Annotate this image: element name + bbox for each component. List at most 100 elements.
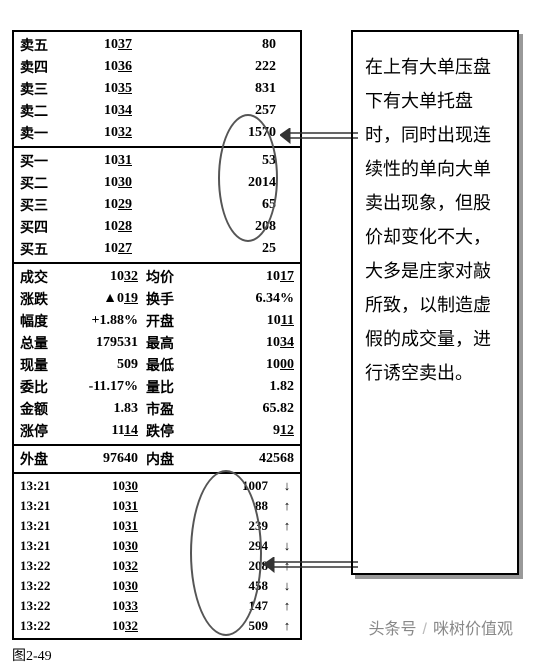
trade-volume: 458 [138,578,280,594]
stat-label-2: 换手 [138,289,174,309]
trade-price: 1033 [58,598,138,614]
stat-label-2: 最低 [138,355,174,375]
level-volume: 2014 [132,175,294,191]
footer-source: 头条号 [369,621,417,638]
stat-label-2: 开盘 [138,311,174,331]
stat-label-2: 量比 [138,377,174,397]
stat-label-1: 幅度 [20,311,56,331]
level-row: 卖五103780 [20,34,294,56]
trade-volume: 239 [138,518,280,534]
level-label: 卖三 [20,79,62,99]
level-volume: 831 [132,81,294,97]
stat-label-2: 最高 [138,333,174,353]
stat-value-2: 1011 [174,313,294,329]
wp-value-1: 97640 [56,451,138,467]
trade-time: 13:22 [20,558,58,574]
trade-volume: 294 [138,538,280,554]
level-price: 1030 [62,175,132,191]
trade-dir-icon: ↑ [280,498,294,514]
stat-value-2: 1000 [174,357,294,373]
trade-time: 13:21 [20,498,58,514]
level-volume: 53 [132,153,294,169]
trade-price: 1030 [58,538,138,554]
trade-volume: 88 [138,498,280,514]
arrow-2 [264,557,360,577]
arrow-1 [280,128,360,148]
stat-label-2: 均价 [138,267,174,287]
stat-label-1: 委比 [20,377,56,397]
trade-volume: 1007 [138,478,280,494]
stat-value-1: ▲019 [56,291,138,307]
trade-volume: 147 [138,598,280,614]
annotation-box: 在上有大单压盘下有大单托盘时，同时出现连续性的单向大单卖出现象，但股价却变化不大… [351,30,519,575]
level-price: 1036 [62,59,132,75]
level-label: 卖二 [20,101,62,121]
stat-row: 委比-11.17%量比1.82 [20,376,294,398]
stats-section: 成交1032均价1017涨跌▲019换手6.34%幅度+1.88%开盘1011总… [14,264,300,446]
figure-caption: 图2-49 [12,645,52,665]
level-volume: 65 [132,197,294,213]
trade-time: 13:21 [20,538,58,554]
level-label: 卖四 [20,57,62,77]
stat-value-1: 1032 [56,269,138,285]
stat-label-1: 涨跌 [20,289,56,309]
trade-dir-icon: ↑ [280,618,294,634]
level-label: 卖一 [20,123,62,143]
stat-label-1: 现量 [20,355,56,375]
level-label: 买四 [20,217,62,237]
trade-dir-icon: ↑ [280,598,294,614]
level-price: 1028 [62,219,132,235]
trade-row: 13:211030294↓ [20,536,294,556]
ask-section: 卖五103780卖四1036222卖三1035831卖二1034257卖一103… [14,32,300,148]
level-label: 买二 [20,173,62,193]
stat-label-1: 总量 [20,333,56,353]
level-price: 1037 [62,37,132,53]
level-row: 买三102965 [20,194,294,216]
level-label: 买三 [20,195,62,215]
level-row: 卖二1034257 [20,100,294,122]
level-label: 买一 [20,151,62,171]
stat-value-1: 1.83 [56,401,138,417]
trade-price: 1030 [58,578,138,594]
stat-value-2: 1034 [174,335,294,351]
trade-time: 13:22 [20,618,58,634]
trade-price: 1030 [58,478,138,494]
level-row: 买四1028208 [20,216,294,238]
level-row: 买五102725 [20,238,294,260]
stat-label-2: 跌停 [138,421,174,441]
trade-row: 13:21103188↑ [20,496,294,516]
level-volume: 25 [132,241,294,257]
stat-value-1: +1.88% [56,313,138,329]
stat-label-2: 市盈 [138,399,174,419]
stat-value-2: 1017 [174,269,294,285]
quote-table: 卖五103780卖四1036222卖三1035831卖二1034257卖一103… [12,30,302,640]
level-volume: 208 [132,219,294,235]
stat-value-1: 509 [56,357,138,373]
level-row: 买二10302014 [20,172,294,194]
level-volume: 80 [132,37,294,53]
bid-section: 买一103153买二10302014买三102965买四1028208买五102… [14,148,300,264]
trade-row: 13:221030458↓ [20,576,294,596]
trade-time: 13:22 [20,578,58,594]
level-price: 1031 [62,153,132,169]
stat-value-2: 1.82 [174,379,294,395]
trade-price: 1031 [58,498,138,514]
wp-row: 外盘97640内盘42568 [20,448,294,470]
wp-label-2: 内盘 [138,449,174,469]
trade-row: 13:221033147↑ [20,596,294,616]
stat-label-1: 金额 [20,399,56,419]
level-volume: 257 [132,103,294,119]
trade-dir-icon: ↓ [280,538,294,554]
level-volume: 222 [132,59,294,75]
stat-row: 金额1.83市盈65.82 [20,398,294,420]
level-label: 买五 [20,239,62,259]
trade-price: 1032 [58,618,138,634]
trade-dir-icon: ↑ [280,518,294,534]
footer-author: 咪树价值观 [433,621,513,638]
level-price: 1027 [62,241,132,257]
level-row: 卖四1036222 [20,56,294,78]
level-price: 1029 [62,197,132,213]
stat-value-1: 1114 [56,423,138,439]
trade-row: 13:211031239↑ [20,516,294,536]
stat-label-1: 涨停 [20,421,56,441]
